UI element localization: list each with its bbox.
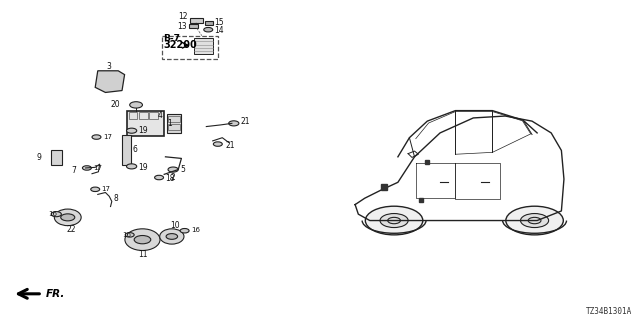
Text: 7: 7 [72,166,76,175]
Circle shape [127,128,137,133]
Text: 4: 4 [158,111,163,120]
Text: 18: 18 [166,174,175,183]
Circle shape [166,234,177,239]
Bar [167,114,180,133]
Circle shape [168,167,178,172]
Text: 12: 12 [179,12,188,21]
Bar [140,112,148,119]
Circle shape [204,28,212,32]
Ellipse shape [54,209,81,226]
Circle shape [127,164,137,169]
Ellipse shape [125,229,160,251]
Text: 9: 9 [36,153,42,162]
Text: 6: 6 [133,145,138,154]
Bar [205,21,213,25]
Text: 19: 19 [138,163,148,172]
Circle shape [365,206,423,235]
Bar [150,112,158,119]
Text: 17: 17 [103,134,112,140]
Circle shape [506,206,563,235]
Text: 13: 13 [177,22,186,31]
Circle shape [91,187,100,192]
Circle shape [130,102,143,108]
Text: 1: 1 [167,119,172,128]
Circle shape [520,213,548,228]
Circle shape [134,236,151,244]
Text: 22: 22 [66,225,76,234]
Circle shape [380,213,408,228]
Polygon shape [95,71,125,92]
Text: 16: 16 [49,211,58,217]
Text: 21: 21 [241,117,250,126]
Text: 3: 3 [107,62,111,71]
Text: 17: 17 [102,186,111,192]
Bar [168,124,179,130]
Bar [168,116,179,122]
Text: 14: 14 [214,26,224,35]
Circle shape [213,142,222,146]
Text: 15: 15 [214,19,224,28]
Circle shape [51,212,61,217]
Bar [193,38,212,54]
Text: 8: 8 [113,194,118,203]
Text: 2: 2 [171,173,175,182]
Circle shape [228,121,239,126]
Text: 11: 11 [138,251,147,260]
Circle shape [125,233,134,237]
Text: 16: 16 [122,232,131,237]
Text: 16: 16 [191,227,200,233]
Text: 21: 21 [225,140,235,149]
Circle shape [180,228,189,233]
Text: 20: 20 [111,100,120,109]
Bar [189,24,198,28]
Circle shape [92,135,101,139]
Bar [129,112,138,119]
Bar [51,150,62,165]
Text: TZ34B1301A: TZ34B1301A [586,307,632,316]
Text: 32200: 32200 [164,41,197,51]
Bar [162,36,218,59]
Text: FR.: FR. [45,289,65,299]
Text: B-7: B-7 [164,35,180,44]
Text: 19: 19 [138,126,148,135]
Circle shape [155,175,164,180]
Circle shape [83,166,92,170]
Bar [122,134,131,165]
Ellipse shape [160,229,184,244]
Text: 5: 5 [180,165,186,174]
Text: 17: 17 [93,165,102,171]
Circle shape [61,214,75,221]
Bar [127,111,164,136]
Bar [190,18,203,23]
Text: 10: 10 [170,221,180,230]
